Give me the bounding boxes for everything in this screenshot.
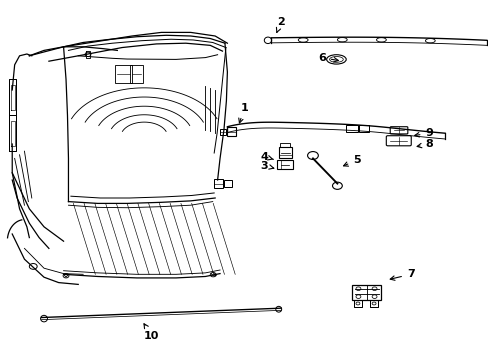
Bar: [129, 65, 143, 83]
Bar: [224, 180, 231, 187]
Text: 9: 9: [414, 128, 432, 138]
Text: 1: 1: [238, 103, 248, 123]
Bar: [351, 285, 381, 300]
Text: 2: 2: [276, 17, 285, 32]
Text: 6: 6: [317, 53, 338, 63]
Text: 7: 7: [389, 269, 414, 280]
Bar: [219, 129, 226, 135]
Text: 3: 3: [260, 161, 273, 171]
Text: 8: 8: [416, 139, 432, 149]
Bar: [213, 179, 223, 188]
Bar: [226, 127, 235, 136]
Bar: [359, 125, 368, 132]
Bar: [280, 143, 289, 147]
Bar: [278, 147, 292, 158]
Text: 5: 5: [343, 155, 360, 166]
Text: 4: 4: [260, 152, 273, 162]
Bar: [115, 65, 132, 83]
Bar: [277, 160, 292, 169]
Bar: [346, 125, 357, 132]
Text: 10: 10: [143, 324, 159, 341]
